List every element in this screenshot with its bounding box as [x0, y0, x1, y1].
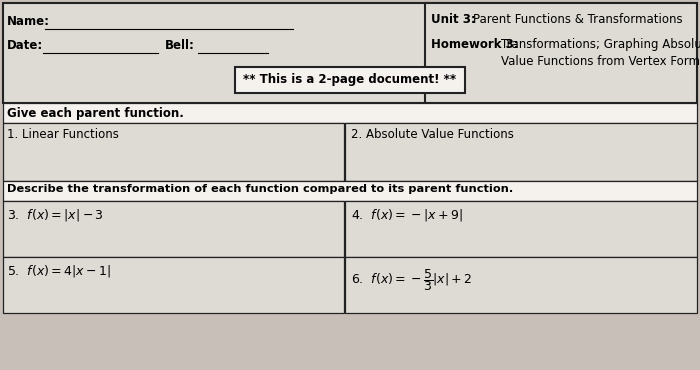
Bar — [3, 201, 344, 257]
Text: Give each parent function.: Give each parent function. — [7, 107, 184, 120]
Bar — [425, 3, 697, 103]
Text: Name:: Name: — [7, 15, 50, 28]
Text: Parent Functions & Transformations: Parent Functions & Transformations — [473, 13, 682, 26]
Text: 6.  $f(x)=-\dfrac{5}{3}|x|+2$: 6. $f(x)=-\dfrac{5}{3}|x|+2$ — [351, 267, 472, 293]
Bar — [3, 123, 344, 181]
Bar — [345, 257, 697, 313]
Text: Homework 3:: Homework 3: — [431, 38, 523, 51]
Bar — [345, 201, 697, 257]
Text: Bell:: Bell: — [165, 39, 195, 52]
Bar — [235, 67, 465, 93]
Text: Transformations; Graphing Absolute: Transformations; Graphing Absolute — [501, 38, 700, 51]
Bar — [3, 257, 344, 313]
Text: Date:: Date: — [7, 39, 43, 52]
Bar — [3, 3, 697, 103]
Text: 4.  $f(x)=-|x+9|$: 4. $f(x)=-|x+9|$ — [351, 207, 463, 223]
Text: ** This is a 2-page document! **: ** This is a 2-page document! ** — [244, 73, 456, 85]
Bar — [3, 103, 697, 123]
Text: Unit 3:: Unit 3: — [431, 13, 480, 26]
Text: Value Functions from Vertex Form: Value Functions from Vertex Form — [501, 55, 700, 68]
Text: 1. Linear Functions: 1. Linear Functions — [7, 128, 119, 141]
Text: Describe the transformation of each function compared to its parent function.: Describe the transformation of each func… — [7, 184, 513, 194]
Bar — [3, 181, 697, 201]
Text: 2. Absolute Value Functions: 2. Absolute Value Functions — [351, 128, 514, 141]
Text: 3.  $f(x)=|x|-3$: 3. $f(x)=|x|-3$ — [7, 207, 104, 223]
Text: 5.  $f(x)=4|x-1|$: 5. $f(x)=4|x-1|$ — [7, 263, 111, 279]
Bar — [345, 123, 697, 181]
